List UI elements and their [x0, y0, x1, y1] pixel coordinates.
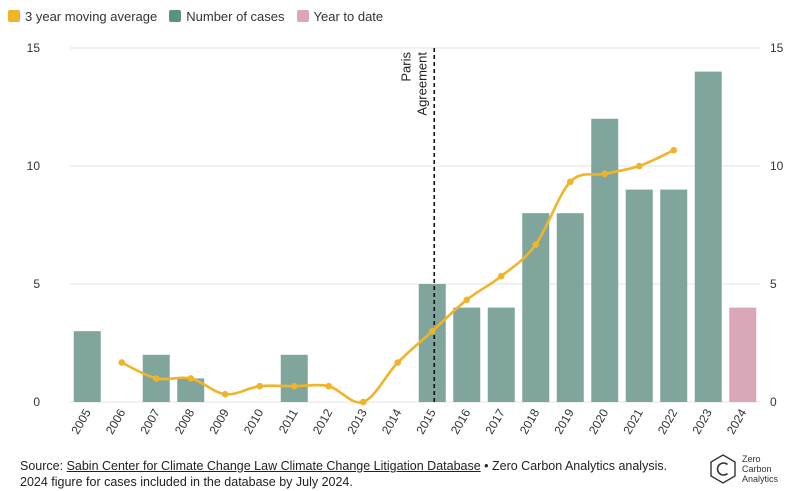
moving-average-point-2012 [325, 382, 333, 390]
bar-line-chart: 0 0 5 5 10 10 15 15 Paris Agreement 2005 2006 2007 20… [27, 41, 784, 437]
annotation-text-paris: Paris [398, 52, 413, 82]
y-tick-left-10: 10 [27, 159, 41, 173]
legend-swatch-moving-average [8, 10, 20, 22]
logo-line-3: Analytics [742, 474, 779, 484]
bar-cases-2017 [487, 307, 515, 402]
moving-average-point-2017 [497, 272, 505, 280]
chart-legend: 3 year moving average Number of cases Ye… [8, 6, 395, 26]
chart-footer: Source: Sabin Center for Climate Change … [20, 458, 667, 490]
bar-cases-2021 [625, 189, 653, 402]
x-tick-2014: 2014 [379, 406, 405, 436]
y-tick-left-5: 5 [33, 277, 40, 291]
logo-text: Zero Carbon Analytics [742, 454, 778, 484]
y-tick-right-5: 5 [770, 277, 777, 291]
bar-cases-2015 [418, 284, 446, 402]
source-link[interactable]: Sabin Center for Climate Change Law Clim… [66, 459, 481, 473]
moving-average-point-2016 [463, 296, 471, 304]
moving-average-point-2010 [256, 382, 264, 390]
x-tick-2016: 2016 [448, 406, 474, 436]
moving-average-point-2008 [187, 375, 195, 382]
x-tick-2019: 2019 [551, 406, 577, 436]
logo-line-2: Carbon [742, 464, 772, 474]
x-tick-2022: 2022 [655, 406, 681, 436]
y-tick-right-15: 15 [770, 41, 784, 55]
legend-label-year-to-date: Year to date [313, 8, 384, 24]
moving-average-point-2006 [118, 359, 126, 366]
source-suffix: • Zero Carbon Analytics analysis. [480, 459, 668, 473]
moving-average-point-2019 [566, 178, 574, 186]
legend-item-year-to-date: Year to date [296, 8, 384, 24]
source-prefix: Source: [20, 459, 67, 473]
x-tick-2008: 2008 [172, 406, 198, 436]
legend-item-number-of-cases: Number of cases [169, 8, 285, 24]
bar-cases-2008 [177, 378, 205, 402]
x-tick-2023: 2023 [689, 406, 715, 436]
legend-swatch-number-of-cases [169, 10, 182, 22]
legend-item-moving-average: 3 year moving average [8, 9, 157, 24]
x-tick-2020: 2020 [586, 406, 612, 436]
moving-average-point-2011 [290, 382, 298, 390]
y-tick-left-0: 0 [33, 395, 40, 409]
x-tick-2005: 2005 [68, 406, 94, 436]
legend-label-number-of-cases: Number of cases [186, 8, 285, 24]
moving-average-point-2014 [394, 359, 402, 366]
x-tick-2018: 2018 [517, 406, 543, 436]
moving-average-point-2007 [152, 375, 160, 382]
bar-cases-2011 [280, 354, 308, 402]
bar-cases-2023 [694, 71, 722, 402]
x-tick-2006: 2006 [103, 406, 129, 436]
zero-carbon-analytics-logo: Zero Carbon Analytics [708, 454, 778, 484]
bar-cases-2019 [556, 213, 584, 402]
bar-cases-2020 [591, 118, 619, 403]
moving-average-point-2021 [635, 162, 643, 170]
x-tick-2007: 2007 [137, 406, 163, 436]
x-tick-2010: 2010 [241, 406, 267, 436]
moving-average-point-2018 [532, 241, 540, 248]
y-tick-left-15: 15 [27, 41, 41, 55]
x-tick-2012: 2012 [310, 406, 336, 436]
bar-cases-2022 [660, 189, 688, 402]
bar-ytd-2024 [729, 307, 757, 402]
x-tick-2011: 2011 [276, 406, 301, 436]
x-tick-2009: 2009 [206, 406, 232, 436]
bar-cases-2005 [73, 331, 101, 402]
moving-average-point-2022 [670, 146, 678, 154]
x-tick-2024: 2024 [724, 406, 750, 436]
bar-cases-2016 [453, 307, 481, 402]
legend-swatch-year-to-date [296, 10, 309, 22]
y-tick-right-0: 0 [770, 395, 777, 409]
y-tick-right-10: 10 [770, 159, 784, 173]
source-note: 2024 figure for cases included in the da… [20, 475, 353, 489]
hexagon-c-logo-icon [710, 454, 736, 484]
legend-label-moving-average: 3 year moving average [25, 8, 158, 24]
moving-average-point-2013 [359, 398, 367, 406]
annotation-text-agreement: Agreement [414, 52, 429, 116]
x-tick-2015: 2015 [413, 406, 439, 436]
moving-average-point-2020 [601, 170, 609, 178]
x-tick-2017: 2017 [482, 406, 508, 436]
moving-average-point-2015 [428, 327, 436, 335]
source-line: Source: Sabin Center for Climate Change … [20, 458, 667, 474]
x-tick-2021: 2021 [620, 406, 646, 436]
x-tick-2013: 2013 [344, 406, 370, 436]
moving-average-point-2009 [221, 390, 229, 398]
logo-line-1: Zero [742, 454, 761, 464]
